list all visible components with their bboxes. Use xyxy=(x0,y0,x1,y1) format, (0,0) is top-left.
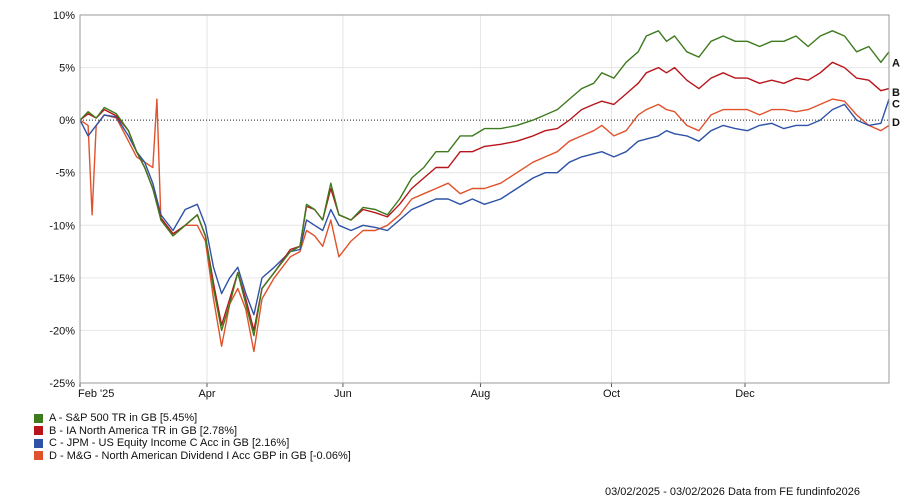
series-line-b xyxy=(79,61,890,332)
legend-item: B - IA North America TR in GB [2.78%] xyxy=(34,425,351,438)
legend-item: D - M&G - North American Dividend I Acc … xyxy=(34,450,351,463)
legend-item: A - S&P 500 TR in GB [5.45%] xyxy=(34,412,351,425)
legend-swatch xyxy=(34,426,43,436)
footer-source: Data from FE fundinfo2026 xyxy=(727,486,861,498)
legend-label: B - IA North America TR in GB [2.78%] xyxy=(49,424,238,437)
series-end-label-c: C xyxy=(892,98,900,110)
y-tick-label: -25% xyxy=(49,378,75,390)
series-line-a xyxy=(79,30,890,337)
chart-legend: A - S&P 500 TR in GB [5.45%] B - IA North… xyxy=(34,412,351,462)
x-tick-label: Dec xyxy=(735,388,755,400)
y-tick-label: 5% xyxy=(59,63,75,75)
series-end-label-d: D xyxy=(892,117,900,129)
chart-grid xyxy=(79,14,889,384)
legend-label: D - M&G - North American Dividend I Acc … xyxy=(49,449,351,462)
legend-swatch xyxy=(34,451,43,461)
series-layer xyxy=(79,30,890,353)
y-tick-label: -15% xyxy=(49,273,75,285)
y-tick-label: 10% xyxy=(53,10,75,22)
x-tick-label: Jun xyxy=(334,388,352,400)
y-tick-label: -10% xyxy=(49,220,75,232)
legend-label: A - S&P 500 TR in GB [5.45%] xyxy=(49,412,198,425)
x-tick-label: Feb '25 xyxy=(78,388,114,400)
legend-label: C - JPM - US Equity Income C Acc in GB [… xyxy=(49,437,290,450)
legend-item: C - JPM - US Equity Income C Acc in GB [… xyxy=(34,437,351,450)
plot-frame xyxy=(79,14,890,384)
x-tick-label: Apr xyxy=(198,388,215,400)
x-tick-label: Aug xyxy=(471,388,491,400)
axis-layer: 10% 5% 0% -5% -10% -15% -20% -25%Feb '25 Apr Jun A… xyxy=(49,10,900,400)
legend-swatch xyxy=(34,413,43,423)
series-line-c xyxy=(79,98,890,316)
footer-period: 03/02/2025 - 03/02/2026 xyxy=(605,486,725,498)
y-tick-label: 0% xyxy=(59,115,75,127)
y-tick-label: -5% xyxy=(55,168,75,180)
series-end-label-b: B xyxy=(892,87,900,99)
x-tick-label: Oct xyxy=(603,388,620,400)
series-end-label-a: A xyxy=(892,57,900,69)
y-tick-label: -20% xyxy=(49,325,75,337)
chart-footer: 03/02/2025 - 03/02/2026 Data from FE fun… xyxy=(605,486,860,498)
legend-swatch xyxy=(34,438,43,448)
